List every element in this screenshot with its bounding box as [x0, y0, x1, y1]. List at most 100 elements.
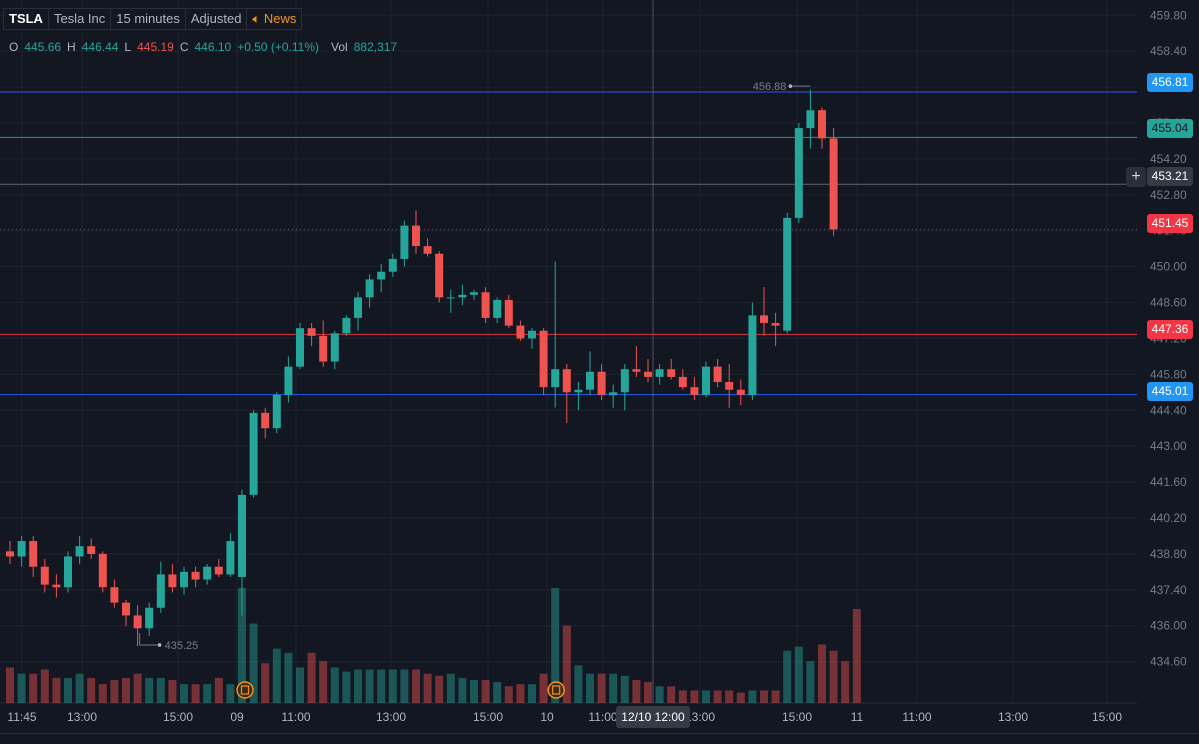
y-tick-label: 441.60 [1150, 475, 1187, 489]
candle-body [145, 607, 154, 629]
open-value: 445.66 [24, 40, 62, 54]
price-tag-line-green[interactable]: 455.04 [1147, 119, 1193, 138]
candle-body [458, 294, 467, 298]
candle-body [493, 299, 502, 318]
event-marker-icon [547, 681, 565, 699]
adjustment-button[interactable]: Adjusted [184, 8, 248, 30]
candle-body [133, 615, 142, 629]
y-tick-label: 438.80 [1150, 547, 1187, 561]
candle-body [818, 110, 826, 139]
volume-bar [562, 625, 571, 703]
x-tick-label: 13:00 [685, 710, 715, 724]
company-name[interactable]: Tesla Inc [47, 8, 112, 30]
candle-body [655, 369, 664, 377]
candle-body [365, 279, 374, 298]
volume-bar [783, 650, 792, 703]
ticker-symbol[interactable]: TSLA [3, 8, 49, 30]
candle-body [377, 271, 386, 280]
volume-bar [191, 684, 200, 703]
candle-body [272, 394, 281, 429]
volume-label: Vol [331, 40, 348, 54]
volume-bar [6, 667, 14, 703]
candle-body [748, 315, 757, 395]
volume-bar [64, 677, 72, 703]
candle-body [446, 297, 455, 299]
change-value: +0.50 (+0.11%) [237, 40, 320, 54]
volume-bar [632, 680, 641, 703]
price-tag-line-bottom[interactable]: 445.01 [1147, 382, 1193, 401]
volume-bar [238, 588, 246, 703]
volume-bar [667, 686, 676, 703]
volume-bar [423, 673, 432, 703]
candle-body [713, 366, 722, 383]
volume-bar [87, 677, 96, 703]
low-annotation-label: 435.25 [165, 640, 199, 652]
candle-body [562, 369, 571, 393]
volume-bar [609, 673, 618, 703]
open-label: O [9, 40, 19, 54]
volume-bar [841, 661, 850, 703]
add-alert-plus-icon[interactable]: + [1126, 167, 1146, 187]
candle-body [632, 369, 641, 372]
candle-body [226, 541, 235, 575]
candle-body [122, 602, 130, 616]
price-tag-line-red[interactable]: 447.36 [1147, 320, 1193, 339]
candle-body [609, 392, 618, 395]
price-tag-last: 451.45 [1147, 214, 1193, 233]
news-button[interactable]: 🔈︎ News [246, 8, 303, 30]
volume-bar [214, 677, 223, 703]
candle-body [702, 366, 710, 395]
candle-body [110, 587, 119, 603]
price-tag-crosshair: 453.21 [1147, 167, 1193, 186]
volume-bar [110, 680, 119, 703]
y-tick-label: 459.80 [1150, 8, 1187, 22]
y-tick-label: 444.40 [1150, 403, 1187, 417]
candle-body [620, 369, 629, 393]
high-annotation-dot [788, 84, 793, 88]
candle-body [400, 225, 409, 259]
bottom-toolbar[interactable] [0, 733, 1199, 744]
y-tick-label: 437.40 [1150, 583, 1187, 597]
interval-button[interactable]: 15 minutes [110, 8, 186, 30]
close-label: C [179, 40, 189, 54]
volume-bar [272, 648, 281, 703]
y-tick-label: 445.80 [1150, 367, 1187, 381]
volume-bar [365, 669, 374, 703]
volume-bar [145, 677, 154, 703]
candle-body [29, 541, 38, 567]
volume-bar [551, 588, 560, 703]
volume-bar [180, 684, 188, 703]
volume-bar [771, 690, 780, 703]
candle-body [191, 571, 200, 580]
x-tick-label: 13:00 [998, 710, 1028, 724]
candle-body [539, 330, 548, 388]
volume-bar [574, 665, 583, 703]
candle-body [354, 297, 362, 318]
volume-bar [852, 608, 861, 703]
volume-bar [748, 690, 757, 703]
x-tick-label: 15:00 [782, 710, 812, 724]
y-tick-label: 448.60 [1150, 296, 1187, 310]
candle-body [307, 328, 316, 336]
candle-body [528, 330, 536, 339]
volume-bar [481, 680, 490, 703]
volume-bar [133, 673, 142, 703]
x-tick-label: 11:00 [281, 710, 310, 724]
candle-body [6, 551, 14, 557]
volume-bar [122, 677, 130, 703]
price-tag-line-top[interactable]: 456.81 [1147, 73, 1193, 92]
candle-body [412, 225, 420, 247]
volume-bar [203, 684, 212, 703]
volume-bar [760, 690, 768, 703]
volume-bar [412, 669, 420, 703]
x-tick-label: 09 [230, 710, 244, 724]
volume-bar [655, 686, 664, 703]
volume-bar [446, 673, 455, 703]
volume-bar [98, 684, 107, 703]
volume-bar [284, 652, 293, 703]
x-tick-label: 13:00 [376, 710, 406, 724]
y-tick-label: 452.80 [1150, 188, 1187, 202]
candle-body [783, 217, 792, 331]
volume-bar [504, 686, 513, 703]
